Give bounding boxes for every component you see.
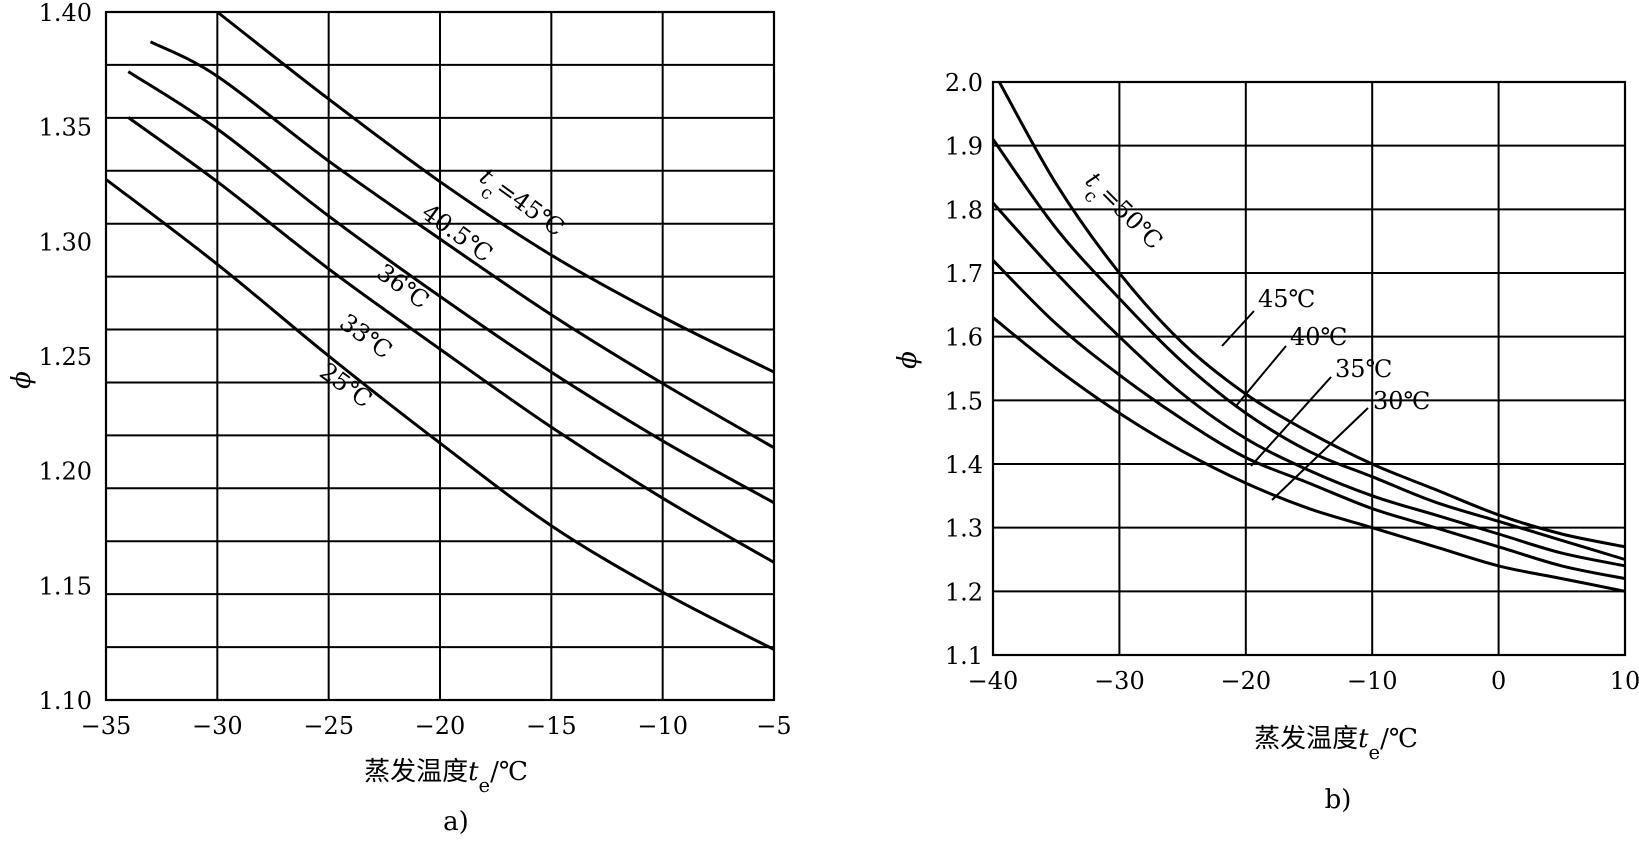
chart-panel-b: 1.1 1.2 1.3 1.4 1.5 1.6 1.7 1.8 1.9 2.0 −40 −30 −20 −…: [893, 69, 1639, 815]
curve-label: 33℃: [334, 308, 397, 364]
x-tick-label: −25: [303, 712, 354, 740]
series-line-a-4: [105, 178, 775, 651]
series-line-b-3: [991, 259, 1626, 581]
series-line-a-0: [216, 10, 775, 374]
x-tick-label: −5: [756, 712, 791, 740]
leader-line: [1250, 376, 1332, 467]
y-tick-label: 1.1: [945, 642, 983, 670]
x-axis-label: 蒸发温度te/℃: [364, 757, 528, 797]
curve-label: 25℃: [314, 357, 377, 413]
x-tick-label: −10: [637, 712, 688, 740]
y-tick-label: 1.35: [39, 114, 92, 142]
x-tick-label: −30: [192, 712, 243, 740]
x-tick-label: −30: [1094, 667, 1145, 695]
x-tick-label: 0: [1491, 667, 1506, 695]
x-tick-label: −40: [968, 667, 1019, 695]
x-tick-label: −20: [1220, 667, 1271, 695]
y-tick-label: 1.25: [39, 343, 92, 371]
series-line-a-2: [127, 70, 775, 505]
leader-line: [1271, 407, 1369, 501]
curve-label: 35℃: [1335, 355, 1392, 383]
y-tick-label: 1.10: [39, 687, 92, 715]
curve-label: 30℃: [1373, 387, 1430, 415]
y-tick-label: 1.2: [945, 578, 983, 606]
series-line-b-2: [991, 201, 1626, 568]
x-tick-label: 10: [1610, 667, 1639, 695]
chart-panel-a: 1.10 1.15 1.20 1.25 1.30 1.35 1.40 −35 −30 −25 −20…: [7, 0, 792, 837]
y-axis-label: ϕ: [7, 371, 37, 389]
panel-label: b): [1325, 785, 1352, 815]
series-line-b-1: [991, 138, 1626, 561]
x-tick-label: −35: [81, 712, 132, 740]
plot-frame-a: [104, 10, 776, 702]
y-tick-label: 1.6: [945, 324, 983, 352]
y-tick-label: 1.40: [39, 0, 92, 27]
y-tick-label: 1.5: [945, 387, 983, 415]
curve-label: 40℃: [1290, 323, 1347, 351]
x-tick-label: −15: [526, 712, 577, 740]
y-tick-label: 1.8: [945, 196, 983, 224]
leader-line: [1221, 310, 1255, 347]
series-line-a-3: [127, 116, 775, 564]
x-tick-label: −10: [1347, 667, 1398, 695]
y-tick-label: 1.30: [39, 228, 92, 256]
y-tick-label: 1.7: [945, 260, 983, 288]
series-line-b-0: [997, 81, 1626, 549]
x-axis-label: 蒸发温度te/℃: [1254, 724, 1418, 764]
y-tick-label: 1.4: [945, 451, 983, 479]
curve-label: tc=50℃: [1073, 166, 1168, 261]
series-line-b-4: [992, 316, 1626, 593]
curve-label: 45℃: [1258, 285, 1315, 313]
y-tick-label: 1.20: [39, 458, 92, 486]
plot-frame-b: [991, 80, 1627, 657]
y-tick-label: 1.9: [945, 133, 983, 161]
grid-b: [993, 82, 1625, 655]
leader-line: [1235, 345, 1287, 407]
curve-label: 40.5℃: [416, 198, 497, 268]
y-tick-label: 1.15: [39, 572, 92, 600]
series-line-a-1: [149, 40, 775, 450]
x-tick-label: −20: [415, 712, 466, 740]
y-tick-label: 2.0: [945, 69, 983, 97]
y-tick-label: 1.3: [945, 515, 983, 543]
panel-label: a): [443, 807, 469, 837]
y-axis-label: ϕ: [893, 351, 923, 369]
